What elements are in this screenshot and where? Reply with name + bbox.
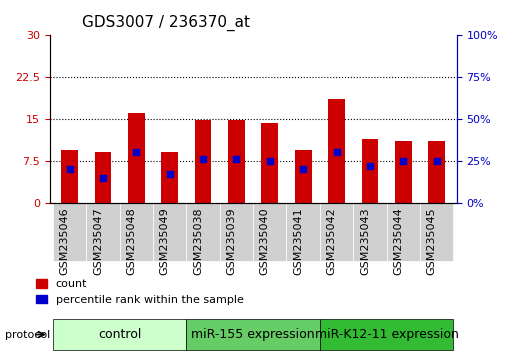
- Point: [132, 150, 141, 155]
- Text: control: control: [98, 328, 142, 341]
- Legend: count, percentile rank within the sample: count, percentile rank within the sample: [31, 275, 248, 309]
- Point: [299, 166, 307, 172]
- Point: [166, 171, 174, 177]
- Text: protocol: protocol: [5, 330, 50, 339]
- Bar: [162, 153, 178, 203]
- Point: [432, 158, 441, 164]
- Point: [332, 150, 341, 155]
- Text: GDS3007 / 236370_at: GDS3007 / 236370_at: [82, 15, 250, 31]
- Point: [266, 158, 274, 164]
- Bar: [328, 99, 345, 203]
- Bar: [61, 150, 78, 203]
- Bar: [295, 150, 311, 203]
- Bar: [262, 124, 278, 203]
- Bar: [94, 153, 111, 203]
- Text: miR-K12-11 expression: miR-K12-11 expression: [314, 328, 459, 341]
- Text: miR-155 expression: miR-155 expression: [191, 328, 315, 341]
- Point: [99, 175, 107, 181]
- Point: [199, 156, 207, 162]
- Point: [366, 163, 374, 169]
- Bar: [362, 138, 378, 203]
- Point: [66, 166, 74, 172]
- Point: [399, 158, 407, 164]
- Bar: [228, 120, 245, 203]
- Bar: [395, 141, 411, 203]
- Point: [232, 156, 241, 162]
- Bar: [428, 141, 445, 203]
- Bar: [128, 113, 145, 203]
- Bar: [195, 120, 211, 203]
